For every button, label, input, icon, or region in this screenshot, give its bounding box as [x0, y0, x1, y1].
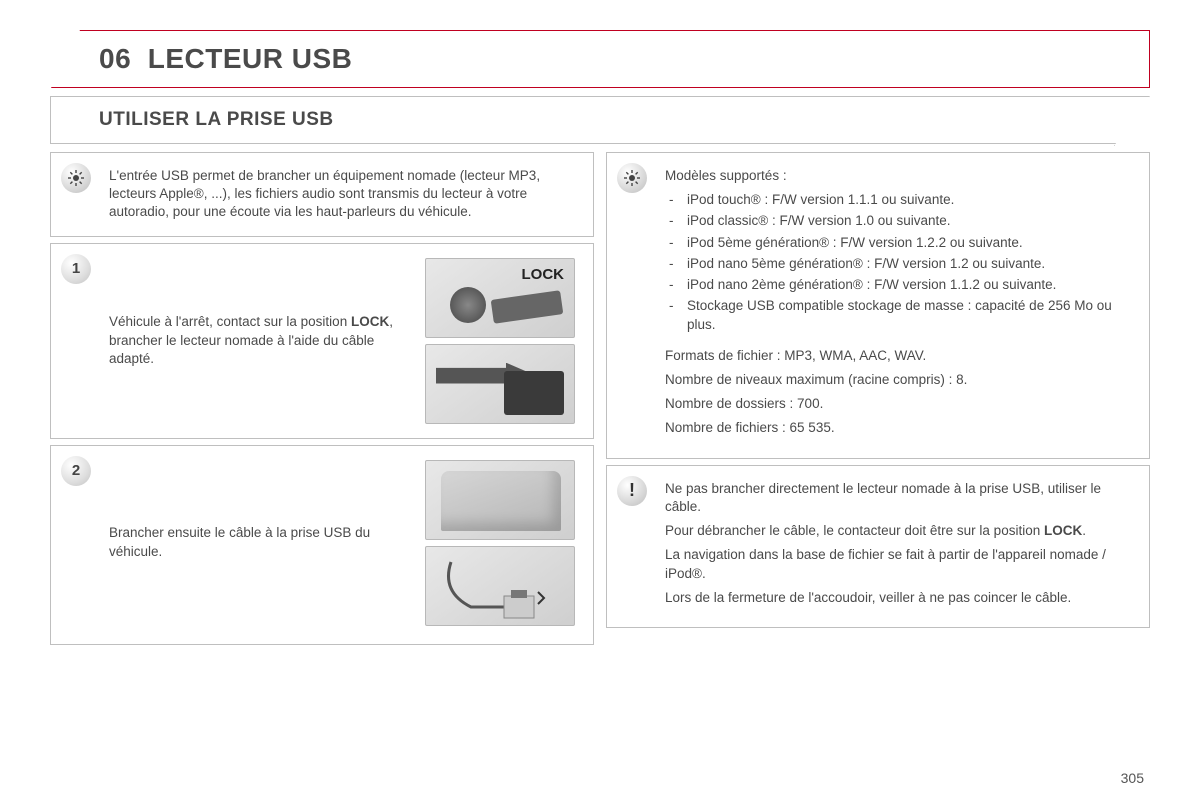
chapter-title: 06 LECTEUR USB	[51, 43, 352, 75]
step1-text-before: Véhicule à l'arrêt, contact sur la posit…	[109, 314, 351, 329]
step2-panel: 2 Brancher ensuite le câble à la prise U…	[50, 445, 594, 645]
section-title: UTILISER LA PRISE USB	[99, 109, 334, 131]
warn-p4: Lors de la fermeture de l'accoudoir, vei…	[665, 589, 1131, 607]
warning-panel: ! Ne pas brancher directement le lecteur…	[606, 465, 1150, 628]
section-title-bar: UTILISER LA PRISE USB	[50, 96, 1150, 144]
step-number-1: 1	[61, 254, 91, 284]
page-number: 305	[1121, 770, 1144, 786]
list-item: iPod touch® : F/W version 1.1.1 ou suiva…	[687, 191, 1131, 209]
step-number-2: 2	[61, 456, 91, 486]
file-formats: Formats de fichier : MP3, WMA, AAC, WAV.	[665, 347, 1131, 365]
chapter-number: 06	[99, 43, 131, 74]
intro-panel: L'entrée USB permet de brancher un équip…	[50, 152, 594, 237]
figure-armrest	[425, 460, 575, 540]
warn-p2: Pour débrancher le câble, le contacteur …	[665, 522, 1131, 540]
list-item: Stockage USB compatible stockage de mass…	[687, 297, 1131, 333]
tip-icon	[61, 163, 91, 193]
warn-p2-after: .	[1082, 523, 1086, 538]
tip-icon	[617, 163, 647, 193]
step1-text: Véhicule à l'arrêt, contact sur la posit…	[109, 313, 411, 368]
list-item: iPod 5ème génération® : F/W version 1.2.…	[687, 234, 1131, 252]
file-count: Nombre de fichiers : 65 535.	[665, 419, 1131, 437]
models-label: Modèles supportés :	[665, 167, 1131, 185]
list-item: iPod classic® : F/W version 1.0 ou suiva…	[687, 212, 1131, 230]
list-item: iPod nano 5ème génération® : F/W version…	[687, 255, 1131, 273]
folder-count: Nombre de dossiers : 700.	[665, 395, 1131, 413]
content-columns: L'entrée USB permet de brancher un équip…	[50, 152, 1150, 645]
warn-p3: La navigation dans la base de fichier se…	[665, 546, 1131, 582]
list-item: iPod nano 2ème génération® : F/W version…	[687, 276, 1131, 294]
step1-panel: 1 Véhicule à l'arrêt, contact sur la pos…	[50, 243, 594, 439]
warn-p2-before: Pour débrancher le câble, le contacteur …	[665, 523, 1044, 538]
step1-figures	[425, 258, 575, 424]
step1-bold: LOCK	[351, 314, 389, 329]
figure-ignition-lock	[425, 258, 575, 338]
max-levels: Nombre de niveaux maximum (racine compri…	[665, 371, 1131, 389]
figure-usb-port	[425, 546, 575, 626]
left-column: L'entrée USB permet de brancher un équip…	[50, 152, 594, 645]
models-list: iPod touch® : F/W version 1.1.1 ou suiva…	[665, 191, 1131, 334]
supported-models-panel: Modèles supportés : iPod touch® : F/W ve…	[606, 152, 1150, 459]
warning-icon: !	[617, 476, 647, 506]
right-column: Modèles supportés : iPod touch® : F/W ve…	[606, 152, 1150, 645]
warn-p2-bold: LOCK	[1044, 523, 1082, 538]
chapter-name: LECTEUR USB	[148, 43, 353, 74]
figure-usb-cable	[425, 344, 575, 424]
step2-figures	[425, 460, 575, 626]
intro-text: L'entrée USB permet de brancher un équip…	[109, 167, 575, 222]
chapter-title-bar: 06 LECTEUR USB	[50, 30, 1150, 88]
step2-text: Brancher ensuite le câble à la prise USB…	[109, 524, 411, 560]
warn-p1: Ne pas brancher directement le lecteur n…	[665, 480, 1131, 516]
